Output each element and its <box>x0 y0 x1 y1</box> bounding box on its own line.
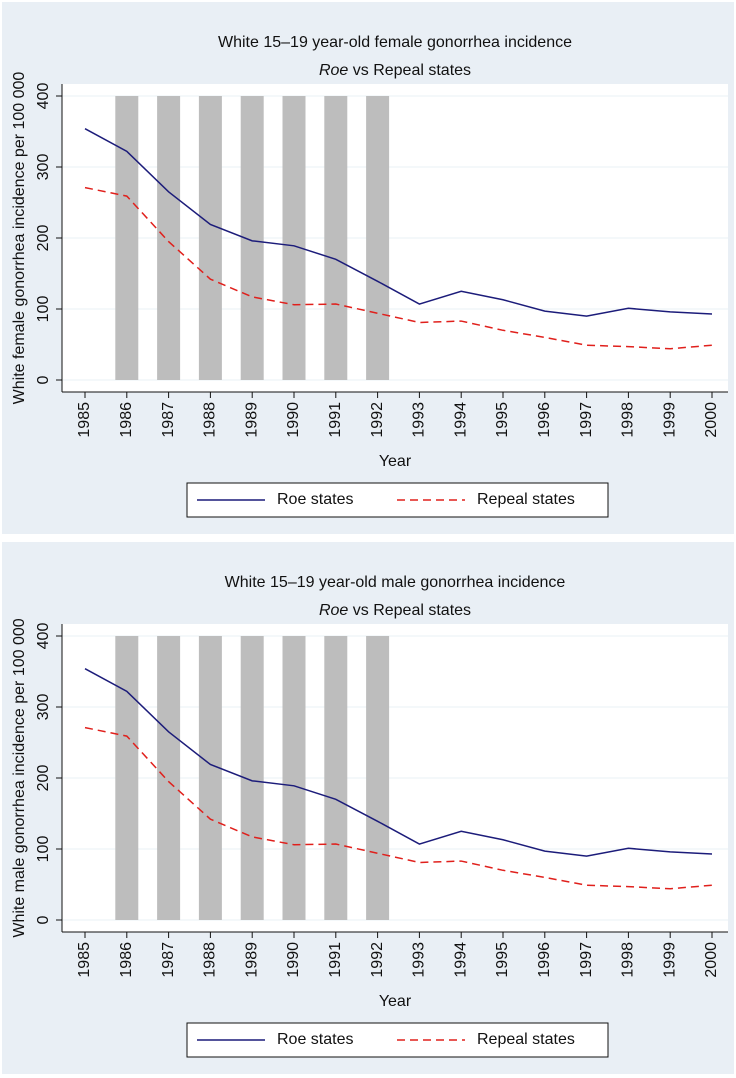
series-line <box>84 128 713 317</box>
x-tick-label: 1995 <box>494 942 511 978</box>
x-tick-label: 1994 <box>452 942 469 978</box>
series-line <box>84 186 713 350</box>
x-tick-label: 2000 <box>703 942 720 978</box>
x-tick-label: 1993 <box>411 942 428 978</box>
y-tick-label: 300 <box>35 154 52 181</box>
x-tick-label: 1992 <box>369 942 386 978</box>
subtitle-part: vs Repeal states <box>348 62 471 79</box>
x-axis-label: Year <box>379 453 412 470</box>
shaded-band <box>282 636 306 920</box>
shaded-band <box>157 96 181 380</box>
chart-title: White 15–19 year-old female gonorrhea in… <box>218 34 572 51</box>
y-tick-label: 300 <box>35 694 52 721</box>
x-tick-label: 1985 <box>76 942 93 978</box>
y-tick-label: 0 <box>35 375 52 384</box>
x-tick-label: 1988 <box>202 402 219 438</box>
y-tick-label: 200 <box>35 225 52 252</box>
x-tick-label: 1992 <box>369 402 386 438</box>
x-tick-label: 1991 <box>327 402 344 438</box>
shaded-band <box>366 636 390 920</box>
x-tick-label: 1997 <box>578 942 595 978</box>
chart-title: White 15–19 year-old male gonorrhea inci… <box>225 574 566 591</box>
x-axis-label: Year <box>379 993 412 1010</box>
x-tick-label: 1985 <box>76 402 93 438</box>
legend-label: Roe states <box>277 491 353 508</box>
x-tick-label: 2000 <box>703 402 720 438</box>
chart-subtitle: Roe vs Repeal states <box>319 602 471 619</box>
x-tick-label: 1986 <box>118 402 135 438</box>
shaded-band <box>198 96 222 380</box>
y-tick-label: 100 <box>35 836 52 863</box>
series-line <box>84 668 713 857</box>
x-tick-label: 1990 <box>285 942 302 978</box>
x-tick-label: 1997 <box>578 402 595 438</box>
shaded-band <box>366 96 390 380</box>
x-tick-label: 1988 <box>202 942 219 978</box>
x-tick-label: 1987 <box>160 942 177 978</box>
x-tick-label: 1994 <box>452 402 469 438</box>
x-tick-label: 1995 <box>494 402 511 438</box>
y-tick-label: 400 <box>35 83 52 110</box>
legend-label: Repeal states <box>477 491 575 508</box>
subtitle-part: Roe <box>319 602 348 619</box>
shaded-band <box>115 636 139 920</box>
x-tick-label: 1993 <box>411 402 428 438</box>
x-tick-label: 1989 <box>243 402 260 438</box>
subtitle-part: Roe <box>319 62 348 79</box>
x-tick-label: 1987 <box>160 402 177 438</box>
x-tick-label: 1996 <box>536 402 553 438</box>
x-tick-label: 1991 <box>327 942 344 978</box>
x-tick-label: 1986 <box>118 942 135 978</box>
shaded-band <box>324 96 348 380</box>
shaded-band <box>198 636 222 920</box>
y-tick-label: 100 <box>35 296 52 323</box>
y-axis-label: White male gonorrhea incidence per 100 0… <box>11 618 28 937</box>
shaded-band <box>282 96 306 380</box>
shaded-band <box>115 96 139 380</box>
x-tick-label: 1998 <box>620 942 637 978</box>
shaded-band <box>324 636 348 920</box>
shaded-band <box>157 636 181 920</box>
series-line <box>84 726 713 890</box>
legend-label: Roe states <box>277 1031 353 1048</box>
shaded-band <box>240 636 264 920</box>
legend-label: Repeal states <box>477 1031 575 1048</box>
chart-subtitle: Roe vs Repeal states <box>319 62 471 79</box>
y-tick-label: 0 <box>35 915 52 924</box>
shaded-band <box>240 96 264 380</box>
x-tick-label: 1989 <box>243 942 260 978</box>
x-tick-label: 1999 <box>661 402 678 438</box>
x-tick-label: 1999 <box>661 942 678 978</box>
x-tick-label: 1996 <box>536 942 553 978</box>
y-tick-label: 200 <box>35 765 52 792</box>
x-tick-label: 1990 <box>285 402 302 438</box>
x-tick-label: 1998 <box>620 402 637 438</box>
y-axis-label: White female gonorrhea incidence per 100… <box>11 72 28 405</box>
y-tick-label: 400 <box>35 623 52 650</box>
subtitle-part: vs Repeal states <box>348 602 471 619</box>
